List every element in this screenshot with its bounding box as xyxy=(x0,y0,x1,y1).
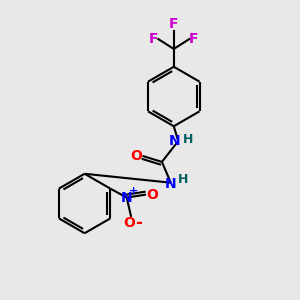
Text: F: F xyxy=(169,17,178,31)
Text: F: F xyxy=(149,32,159,46)
Text: N: N xyxy=(165,177,177,191)
Text: F: F xyxy=(189,32,198,46)
Text: O: O xyxy=(124,216,136,230)
Text: H: H xyxy=(183,133,193,146)
Text: +: + xyxy=(129,186,138,196)
Text: H: H xyxy=(178,172,188,186)
Text: O: O xyxy=(146,188,158,202)
Text: O: O xyxy=(131,149,142,163)
Text: N: N xyxy=(169,134,181,148)
Text: -: - xyxy=(135,214,142,232)
Text: N: N xyxy=(121,190,133,205)
